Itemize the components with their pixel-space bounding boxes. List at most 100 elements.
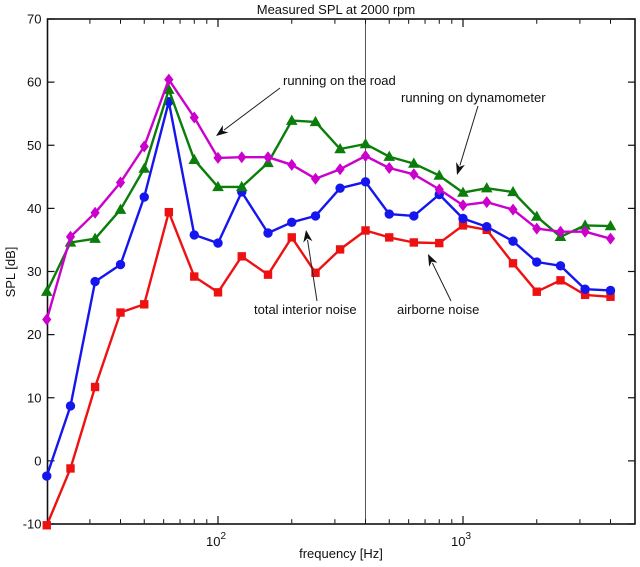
marker-triangle <box>235 180 248 192</box>
chart-title: Measured SPL at 2000 rpm <box>257 2 416 17</box>
y-tick-label: 10 <box>27 390 41 405</box>
marker-square <box>606 292 615 301</box>
marker-square <box>532 287 541 296</box>
marker-square <box>140 300 149 309</box>
marker-circle <box>555 261 566 271</box>
x-tick-label: 102 <box>206 531 226 549</box>
marker-circle <box>508 236 518 246</box>
marker-circle <box>335 183 345 193</box>
marker-diamond <box>384 161 394 174</box>
marker-square <box>237 252 246 261</box>
marker-triangle <box>604 220 617 231</box>
marker-square <box>213 288 223 297</box>
marker-triangle <box>359 137 372 149</box>
y-tick-label: 50 <box>27 138 41 153</box>
marker-circle <box>580 284 590 294</box>
marker-square <box>66 464 75 473</box>
marker-triangle <box>334 143 346 154</box>
y-tick-label: 70 <box>27 12 41 27</box>
marker-triangle <box>188 153 201 164</box>
marker-diamond <box>164 73 174 86</box>
marker-circle <box>482 221 492 232</box>
marker-circle <box>139 192 149 202</box>
marker-triangle <box>507 185 519 197</box>
marker-triangle <box>212 180 224 192</box>
x-axis-label: frequency [Hz] <box>299 546 383 561</box>
marker-diamond <box>508 203 518 216</box>
marker-triangle <box>40 285 53 296</box>
marker-diamond <box>532 222 542 235</box>
marker-diamond <box>482 196 492 209</box>
annotation-arrowhead <box>456 162 465 175</box>
marker-triangle <box>114 203 127 214</box>
marker-diamond <box>213 151 223 164</box>
marker-square <box>116 308 125 317</box>
marker-circle <box>532 257 542 267</box>
marker-triangle <box>285 114 298 125</box>
series-line <box>45 78 612 321</box>
marker-circle <box>605 285 616 296</box>
annotation-arrowhead <box>303 230 313 243</box>
marker-circle <box>42 471 52 481</box>
marker-diamond <box>458 199 468 212</box>
marker-triangle <box>433 169 446 180</box>
series-total-interior-noise <box>42 96 616 481</box>
marker-square <box>361 226 370 235</box>
annotation-arrow-line <box>307 239 318 302</box>
marker-diamond <box>139 140 149 153</box>
annotation-label: running on the road <box>283 73 396 88</box>
marker-circle <box>458 213 468 224</box>
marker-diamond <box>189 111 199 124</box>
marker-square <box>385 233 394 242</box>
marker-diamond <box>115 176 126 189</box>
marker-diamond <box>434 183 444 196</box>
marker-square <box>311 268 320 277</box>
axis-ticks <box>47 18 635 525</box>
marker-diamond <box>409 168 419 181</box>
marker-diamond <box>65 230 76 243</box>
plot-area: -10 0 10 20 30 40 50 60 70 102 103 running on the r… <box>23 12 636 549</box>
marker-circle <box>189 230 199 240</box>
marker-triangle <box>480 182 493 193</box>
y-tick-label: 20 <box>27 327 41 342</box>
marker-triangle <box>163 83 175 94</box>
marker-square <box>42 521 51 530</box>
marker-triangle <box>408 157 420 168</box>
marker-triangle <box>89 232 101 243</box>
series-running-on-the-road <box>42 73 616 326</box>
marker-square <box>190 272 199 281</box>
axes-box <box>46 18 636 525</box>
annotation-running-on-the-road: running on the road <box>216 73 396 136</box>
marker-diamond <box>310 172 321 185</box>
annotation-arrow-line <box>223 87 281 131</box>
marker-circle <box>360 177 371 187</box>
marker-square <box>287 233 296 242</box>
marker-diamond <box>287 158 297 171</box>
marker-diamond <box>335 163 345 176</box>
annotation-arrowhead <box>216 125 229 136</box>
marker-circle <box>65 401 76 411</box>
marker-diamond <box>605 232 616 245</box>
marker-circle <box>409 211 419 221</box>
y-tick-label: 60 <box>27 75 41 90</box>
marker-diamond <box>555 225 566 238</box>
annotation-label: total interior noise <box>254 302 357 317</box>
series-line <box>45 100 612 478</box>
marker-square <box>556 276 565 285</box>
marker-diamond <box>90 206 100 219</box>
marker-square <box>164 207 174 217</box>
x-tick-label: 103 <box>451 531 471 549</box>
marker-square <box>263 270 273 279</box>
annotation-arrowhead <box>428 254 438 267</box>
marker-triangle <box>309 115 322 127</box>
marker-diamond <box>580 225 590 238</box>
annotation-airborne-noise: airborne noise <box>397 254 479 317</box>
annotation-arrow-line <box>459 105 479 166</box>
marker-square <box>458 221 468 230</box>
marker-diamond <box>42 313 52 326</box>
marker-circle <box>310 211 321 221</box>
annotation-total-interior-noise: total interior noise <box>254 230 357 317</box>
y-tick-label: 40 <box>27 201 41 216</box>
annotation-running-on-dynamometer: running on dynamometer <box>401 90 546 175</box>
marker-diamond <box>263 151 273 164</box>
